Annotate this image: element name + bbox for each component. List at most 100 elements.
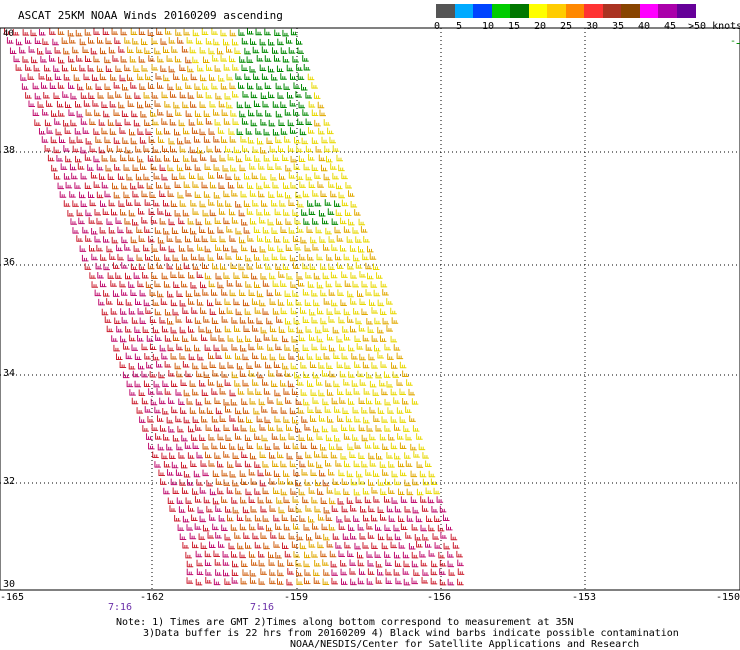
wind-barb xyxy=(173,101,180,109)
wind-barb xyxy=(215,478,223,485)
wind-barb xyxy=(111,28,119,35)
wind-barb xyxy=(348,524,355,531)
wind-barb xyxy=(118,46,125,53)
wind-barb xyxy=(350,200,358,208)
wind-barb xyxy=(200,154,207,161)
wind-barb xyxy=(301,469,309,476)
map-frame xyxy=(0,27,740,591)
edge-barb: -ᓗ xyxy=(730,36,740,47)
wind-barb xyxy=(314,119,321,127)
wind-barb xyxy=(309,361,317,369)
wind-barb xyxy=(192,56,199,64)
wind-barb xyxy=(369,433,376,441)
wind-barb xyxy=(168,370,175,377)
wind-barb xyxy=(63,119,70,127)
wind-barb xyxy=(194,235,201,242)
wind-barb xyxy=(296,272,303,280)
wind-barb xyxy=(404,479,411,487)
wind-barb xyxy=(179,533,187,541)
wind-barb xyxy=(304,244,312,252)
wind-barb xyxy=(106,245,113,253)
wind-barb xyxy=(277,92,284,99)
wind-barb xyxy=(185,551,192,559)
wind-barb xyxy=(160,298,168,305)
wind-barb xyxy=(221,109,229,116)
wind-barb xyxy=(337,497,345,505)
colorbar-swatch xyxy=(547,4,566,18)
wind-barb xyxy=(231,497,238,504)
wind-barb xyxy=(246,416,253,423)
wind-barb xyxy=(90,47,98,55)
wind-barb xyxy=(192,29,200,37)
wind-barb xyxy=(275,163,282,170)
wind-barb xyxy=(153,380,161,388)
wind-barb xyxy=(164,182,171,190)
wind-barb xyxy=(332,326,340,334)
wind-barb xyxy=(22,29,30,36)
wind-barb xyxy=(322,559,329,566)
wind-barb xyxy=(397,460,405,468)
wind-barb xyxy=(181,434,188,442)
wind-barb xyxy=(445,523,453,531)
wind-barb xyxy=(366,578,374,585)
wind-barb xyxy=(311,343,319,351)
wind-barb xyxy=(308,487,316,494)
wind-barb xyxy=(243,325,250,333)
wind-barb xyxy=(128,154,135,162)
wind-barb xyxy=(121,110,129,117)
wind-barb xyxy=(225,145,232,153)
wind-barb xyxy=(229,389,237,397)
wind-barb xyxy=(276,424,284,432)
wind-barb xyxy=(354,209,361,216)
colorbar-swatch xyxy=(491,4,511,18)
wind-barb xyxy=(351,353,358,360)
wind-barb xyxy=(294,371,301,379)
wind-barb xyxy=(348,218,355,226)
wind-barb xyxy=(61,37,69,44)
wind-barb xyxy=(223,38,230,46)
wind-barb xyxy=(348,371,355,378)
wind-barb xyxy=(163,74,170,82)
wind-barb xyxy=(230,164,237,172)
wind-barb xyxy=(275,263,282,270)
wind-barb xyxy=(411,523,419,531)
wind-barb xyxy=(223,451,230,458)
wind-barb xyxy=(93,155,100,163)
wind-barb xyxy=(382,469,389,476)
wind-barb xyxy=(297,280,305,287)
wind-barb xyxy=(393,569,401,576)
wind-barb xyxy=(213,109,220,116)
wind-barb xyxy=(145,254,152,261)
wind-barb xyxy=(52,38,59,46)
wind-barb xyxy=(319,469,326,477)
wind-barb xyxy=(413,569,420,576)
wind-barb xyxy=(295,398,303,405)
wind-barb xyxy=(151,37,159,45)
wind-barb xyxy=(166,416,174,424)
wind-barb xyxy=(200,307,207,314)
graticule xyxy=(0,28,740,590)
wind-barb xyxy=(221,316,229,323)
wind-barb xyxy=(213,136,220,143)
wind-barb xyxy=(448,569,456,576)
wind-barb xyxy=(287,145,295,152)
wind-barb xyxy=(330,190,337,198)
wind-barb xyxy=(155,334,162,341)
wind-barb xyxy=(168,65,176,73)
wind-barb xyxy=(137,334,144,342)
wind-barb xyxy=(267,344,274,351)
wind-barb xyxy=(124,118,132,126)
wind-barb xyxy=(217,487,224,495)
wind-barb xyxy=(298,488,306,496)
wind-barb xyxy=(184,442,192,449)
wind-barb xyxy=(169,452,176,459)
wind-barb xyxy=(230,551,238,558)
wind-barb xyxy=(384,343,391,351)
wind-barb xyxy=(206,505,213,513)
colorbar-swatch xyxy=(602,4,622,18)
wind-barb xyxy=(106,145,114,152)
wind-barb xyxy=(106,218,113,225)
wind-barb xyxy=(393,344,401,351)
wind-barb xyxy=(292,496,300,503)
wind-barb xyxy=(134,380,142,388)
